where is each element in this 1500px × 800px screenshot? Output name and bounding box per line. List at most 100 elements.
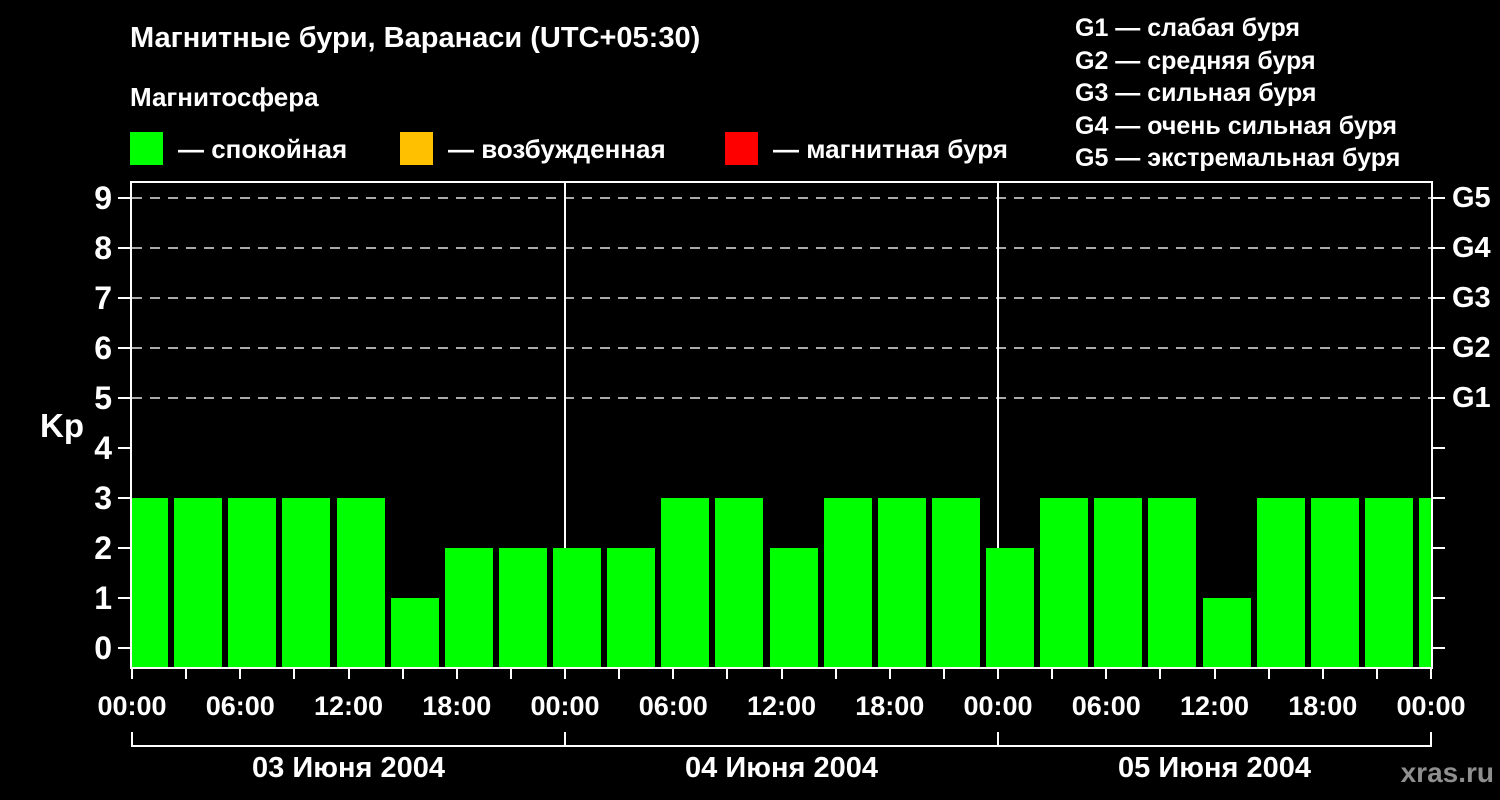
x-tick [780, 667, 783, 679]
y-tick-label-4: 4 [94, 430, 112, 466]
x-tick [942, 667, 945, 679]
x-tick [1213, 667, 1216, 679]
plot-inner [132, 183, 1431, 667]
legend-swatch-unsettled [400, 132, 433, 165]
kp-bar [715, 498, 764, 667]
kp-bar [1094, 498, 1143, 667]
storm-scale-line: G4 — очень сильная буря [1075, 111, 1397, 140]
y-axis-label: Kp [40, 407, 84, 444]
y-tick-label-3: 3 [94, 480, 112, 516]
y-tick-right-2 [1433, 547, 1445, 549]
y-tick-right-8 [1433, 247, 1445, 249]
y-tick-label-7: 7 [94, 280, 112, 316]
x-tick [239, 667, 242, 679]
g-level-label-G1: G1 [1452, 382, 1491, 414]
x-tick-label: 06:00 [638, 691, 708, 721]
kp-bar [1419, 498, 1431, 667]
date-bracket-tick [1430, 732, 1432, 747]
gridline-kp9 [132, 197, 1431, 199]
plot-area [130, 181, 1433, 669]
y-tick-left-0 [118, 647, 130, 649]
kp-bar [931, 498, 980, 667]
x-tick [185, 667, 188, 679]
kp-bar [1310, 498, 1359, 667]
date-bracket-line [132, 745, 1432, 747]
y-tick-right-0 [1433, 647, 1445, 649]
y-tick-label-1: 1 [94, 580, 112, 616]
y-tick-label-9: 9 [94, 180, 112, 216]
x-tick [726, 667, 729, 679]
gridline-kp5 [132, 397, 1431, 399]
kp-bar [498, 548, 547, 667]
x-tick [509, 667, 512, 679]
legend-swatch-storm [725, 132, 758, 165]
date-bracket-tick [997, 732, 999, 747]
x-tick-label: 18:00 [855, 691, 925, 721]
kp-bar [132, 498, 168, 667]
x-tick [1430, 667, 1432, 679]
day-label-3: 05 Июня 2004 [1118, 752, 1311, 784]
x-tick-label: 12:00 [313, 691, 384, 721]
storm-scale-line: G1 — слабая буря [1075, 14, 1301, 42]
y-tick-left-5 [118, 397, 130, 399]
y-tick-left-7 [118, 297, 130, 299]
x-tick-label: 00:00 [530, 691, 600, 721]
x-tick [1267, 667, 1270, 679]
date-bracket-tick [131, 732, 133, 747]
x-tick [1159, 667, 1162, 679]
storm-scale-line: G2 — средняя буря [1075, 46, 1316, 75]
kp-bar [390, 598, 439, 667]
x-tick [672, 667, 675, 679]
y-tick-left-4 [118, 447, 130, 449]
chart-subtitle: Магнитосфера [130, 82, 319, 112]
gridline-kp7 [132, 297, 1431, 299]
y-tick-right-3 [1433, 497, 1445, 499]
storm-scale-line: G3 — сильная буря [1075, 79, 1317, 107]
x-tick [997, 667, 999, 679]
x-tick [888, 667, 891, 679]
x-tick [1105, 667, 1108, 679]
x-tick [834, 667, 837, 679]
x-tick [293, 667, 296, 679]
y-tick-label-8: 8 [94, 230, 112, 266]
x-tick-label: 06:00 [1071, 691, 1141, 721]
g-level-label-G4: G4 [1452, 232, 1491, 264]
y-tick-left-9 [118, 197, 130, 199]
y-tick-left-3 [118, 497, 130, 499]
kp-bar [336, 498, 385, 667]
y-tick-right-5 [1433, 397, 1445, 399]
legend-item-label: — магнитная буря [773, 134, 1008, 164]
kp-bar [282, 498, 331, 667]
day-separator-line-2 [997, 183, 999, 667]
kp-bar [877, 498, 926, 667]
legend-item-label: — спокойная [178, 134, 348, 164]
watermark: xras.ru [1400, 757, 1494, 788]
y-tick-right-9 [1433, 197, 1445, 199]
x-tick-label: 06:00 [205, 691, 275, 721]
y-tick-label-2: 2 [94, 530, 112, 566]
y-tick-right-7 [1433, 297, 1445, 299]
day-label-2: 04 Июня 2004 [685, 752, 878, 784]
y-tick-label-0: 0 [94, 630, 112, 666]
kp-bar [1040, 498, 1089, 667]
kp-bar [1364, 498, 1413, 667]
x-tick [1321, 667, 1324, 679]
x-tick [131, 667, 133, 679]
y-tick-label-5: 5 [94, 380, 112, 416]
x-tick-label: 18:00 [1288, 691, 1358, 721]
kp-bar [769, 548, 818, 667]
day-separator-line-1 [564, 183, 566, 667]
kp-bar [444, 548, 493, 667]
y-tick-left-6 [118, 347, 130, 349]
chart-title: Магнитные бури, Варанаси (UTC+05:30) [130, 22, 701, 54]
date-bracket-tick [564, 732, 566, 747]
x-tick-label: 00:00 [97, 691, 167, 721]
x-tick-label: 18:00 [422, 691, 492, 721]
kp-bar [1148, 498, 1197, 667]
kp-bar [607, 548, 656, 667]
storm-scale-line: G5 — экстремальная буря [1075, 144, 1401, 172]
y-tick-label-6: 6 [94, 330, 112, 366]
g-level-label-G5: G5 [1452, 182, 1491, 214]
y-tick-left-2 [118, 547, 130, 549]
